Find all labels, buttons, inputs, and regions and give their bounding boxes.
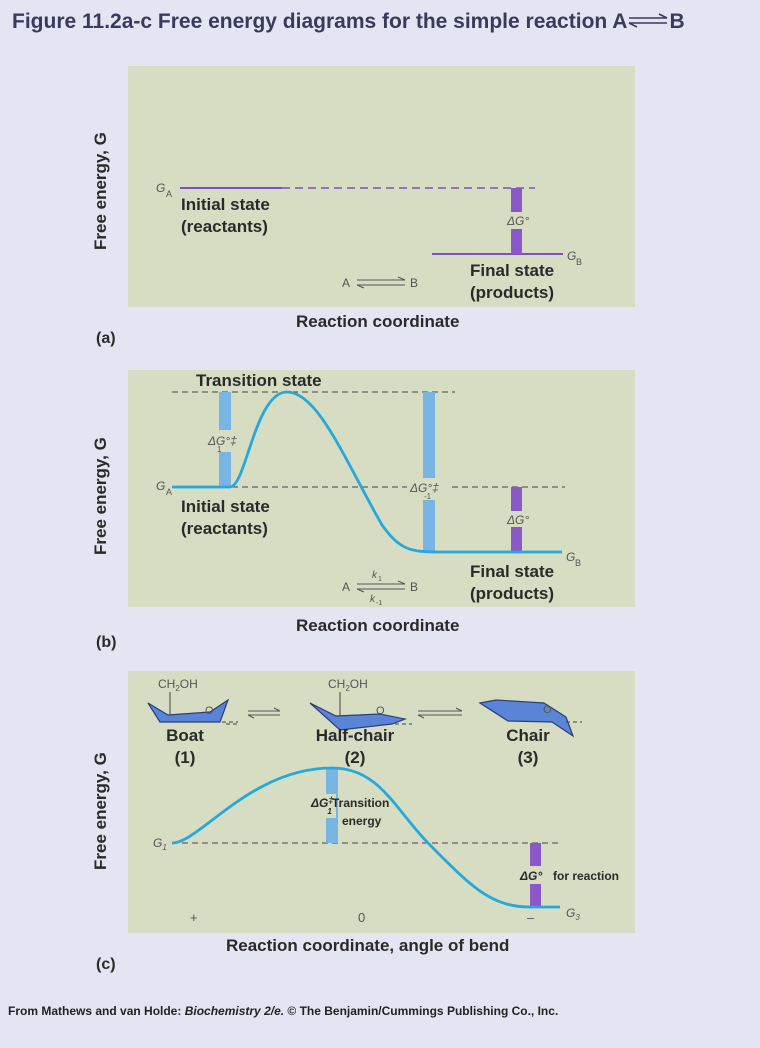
panel-b-label: (b) [96,634,116,651]
panel-a-products: (products) [470,283,554,302]
panel-b-reaction-a: A [342,580,350,594]
panel-a-equilibrium-arrow-icon [356,276,406,289]
credit-suffix: © The Benjamin/Cummings Publishing Co., … [284,1004,559,1018]
credit-book: Biochemistry 2/e. [184,1004,285,1018]
panel-b-transition-state: Transition state [196,371,322,390]
panel-a-gb-sub: B [576,257,582,267]
half-chair-conformation: CH2OH O [309,677,408,731]
panel-c-transition-label: Transition [332,796,389,810]
panel-b-equilibrium-arrow-icon [356,580,406,593]
panel-b-dgm1-sub: -1 [424,492,432,501]
panel-c-x-axis-label: Reaction coordinate, angle of bend [226,936,509,955]
free-energy-diagrams: Free energy, G ΔG° G A G B Initial state… [91,66,635,973]
eq-arrow-1-icon [247,707,281,719]
panel-a-ga-label: G [156,181,165,195]
panel-b-ga-sub: A [166,487,172,497]
boat-conformation: CH2OH O [147,677,238,723]
panel-c-dg-gap [310,794,336,818]
panel-b-dg1-gap [206,430,244,452]
panel-a-delta-g-label: ΔG° [506,214,529,228]
panel-a-y-axis-label: Free energy, G [91,132,110,250]
panel-c-g3-label: G3 [566,906,580,922]
panel-b-k1-sub: 1 [378,576,382,583]
chair-conformation: O [478,699,582,738]
panel-b-background [128,370,635,607]
panel-c-energy-curve [171,766,560,909]
panel-a-reaction-b: B [410,276,418,290]
panel-c-energy-label: energy [342,814,382,828]
half-chair-ring-o: O [376,705,385,717]
panel-b-products: (products) [470,584,554,603]
panel-b-gb-sub: B [575,558,581,568]
panel-b-ga-label: G [156,479,165,493]
panel-c-label: (c) [96,956,116,973]
tick-zero: 0 [358,910,365,925]
panel-b-k1-label: k [372,570,378,581]
panel-b-initial-state: Initial state [181,497,270,516]
boat-ch2oh: CH2OH [158,677,198,693]
panel-a-delta-g-gap [506,212,528,229]
chair-ring-icon [478,699,575,738]
half-chair-ch2oh: CH2OH [328,677,368,693]
half-chair-ring-icon [309,702,408,731]
panel-b-energy-curve [172,390,562,554]
panel-b-y-axis-label: Free energy, G [91,437,110,555]
panel-a-reactants: (reactants) [181,217,268,236]
title-product: B [669,10,685,33]
panel-b: Free energy, G ΔG°‡ 1 ΔG°‡ -1 ΔG° Transi… [91,370,635,651]
chair-ring-o: O [543,704,552,716]
panel-b-dgm1-gap [407,478,451,500]
panel-b-dg1-label: ΔG°‡ [207,434,237,448]
panel-b-km1-sub: -1 [376,600,382,607]
panel-a-final-state: Final state [470,261,554,280]
tick-plus: + [190,910,198,925]
panel-a-ga-sub: A [166,189,172,199]
credit-prefix: From Mathews and van Holde: [8,1004,185,1018]
panel-a-initial-state: Initial state [181,195,270,214]
panel-b-gb-label: G [566,550,575,564]
tick-minus: – [527,910,535,925]
panel-c: Free energy, G CH2OH O CH2OH O [91,671,635,973]
chair-number: (3) [518,748,539,767]
panel-b-reactants: (reactants) [181,519,268,538]
panel-a-reaction-a: A [342,276,350,290]
chair-label: Chair [506,726,550,745]
panel-b-x-axis-label: Reaction coordinate [296,616,459,635]
panel-c-dg-label: ΔG‡ 1 [310,795,333,816]
panel-b-final-state: Final state [470,562,554,581]
panel-c-reaction-text: for reaction [553,869,619,883]
panel-a-gb-label: G [567,249,576,263]
figure-title: Figure 11.2a-c Free energy diagrams for … [12,10,685,34]
title-text: Figure 11.2a-c Free energy diagrams for … [12,10,628,33]
panel-a-label: (a) [96,330,116,347]
half-chair-label: Half-chair [316,726,395,745]
boat-number: (1) [175,748,196,767]
panel-a: Free energy, G ΔG° G A G B Initial state… [91,66,635,347]
equilibrium-arrow-icon [629,13,668,28]
panel-b-reaction-b: B [410,580,418,594]
panel-c-reaction-gap [518,866,630,884]
credit-line: From Mathews and van Holde: Biochemistry… [8,1004,558,1018]
boat-ring-o: O [205,705,214,717]
panel-b-km1-label: k [370,594,376,605]
panel-b-delta-g-label: ΔG° [506,513,529,527]
panel-b-dg-gap [504,511,530,527]
eq-arrow-2-icon [417,707,463,719]
panel-c-reaction-dg: ΔG° [519,869,542,883]
boat-label: Boat [166,726,204,745]
panel-a-background [128,66,635,307]
panel-b-dgm1-label: ΔG°‡ [409,481,439,495]
panel-a-x-axis-label: Reaction coordinate [296,312,459,331]
panel-b-dg1-sub: 1 [217,445,222,454]
half-chair-number: (2) [345,748,366,767]
panel-c-y-axis-label: Free energy, G [91,752,110,870]
boat-ring-icon [147,698,230,723]
panel-b-reverse-activation-bar [423,392,435,552]
panel-c-g1-label: G1 [153,836,167,852]
